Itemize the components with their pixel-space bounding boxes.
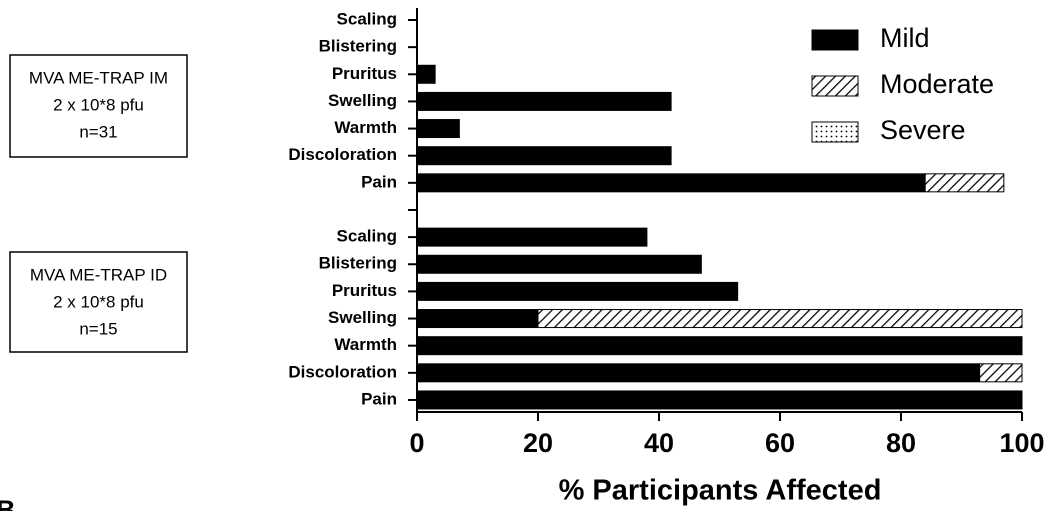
y-tick-label: Swelling: [328, 308, 397, 327]
bar-segment: [924, 173, 1005, 193]
group-label: n=15: [79, 319, 117, 338]
group-label: MVA ME-TRAP ID: [30, 265, 167, 284]
y-tick-label: Pruritus: [332, 281, 397, 300]
y-tick-label: Discoloration: [288, 362, 397, 381]
group-label: n=31: [79, 122, 117, 141]
bar-segment: [416, 173, 926, 193]
legend-swatch: [811, 121, 859, 143]
legend-label: Moderate: [880, 69, 994, 99]
group-label: 2 x 10*8 pfu: [53, 292, 144, 311]
bar-segment: [416, 254, 702, 274]
y-tick-label: Swelling: [328, 91, 397, 110]
x-tick-label: 40: [644, 428, 674, 458]
x-axis-title: % Participants Affected: [559, 475, 882, 507]
y-tick-label: Warmth: [334, 118, 397, 137]
x-tick-label: 60: [765, 428, 795, 458]
x-tick-label: 100: [999, 428, 1044, 458]
y-tick-label: Warmth: [334, 335, 397, 354]
group-label: 2 x 10*8 pfu: [53, 95, 144, 114]
bar-segment: [416, 309, 539, 329]
bar-segment: [416, 146, 672, 166]
legend-swatch: [811, 75, 859, 97]
y-tick-label: Pruritus: [332, 64, 397, 83]
y-tick-label: Pain: [361, 389, 397, 408]
bar-segment: [416, 91, 672, 111]
bar-segment: [416, 363, 981, 383]
y-tick-label: Discoloration: [288, 145, 397, 164]
bar-segment: [979, 363, 1023, 383]
panel-label: B: [0, 495, 16, 511]
y-tick-label: Blistering: [319, 37, 397, 56]
legend-label: Severe: [880, 115, 966, 145]
y-tick-label: Scaling: [337, 9, 397, 28]
legend-swatch: [811, 29, 859, 51]
x-tick-label: 0: [409, 428, 424, 458]
x-tick-label: 20: [523, 428, 553, 458]
bar-segment: [416, 227, 648, 247]
bar-segment: [416, 119, 460, 139]
y-tick-label: Scaling: [337, 227, 397, 246]
bar-segment: [416, 336, 1023, 356]
bar-segment: [416, 281, 739, 301]
x-tick-label: 80: [886, 428, 916, 458]
group-box: [9, 251, 188, 353]
group-box: [9, 54, 188, 158]
bar-segment: [537, 309, 1023, 329]
bar-segment: [416, 64, 436, 84]
legend-label: Mild: [880, 23, 930, 53]
y-tick-label: Blistering: [319, 254, 397, 273]
group-label: MVA ME-TRAP IM: [29, 68, 168, 87]
bar-segment: [416, 390, 1023, 410]
y-tick-label: Pain: [361, 172, 397, 191]
